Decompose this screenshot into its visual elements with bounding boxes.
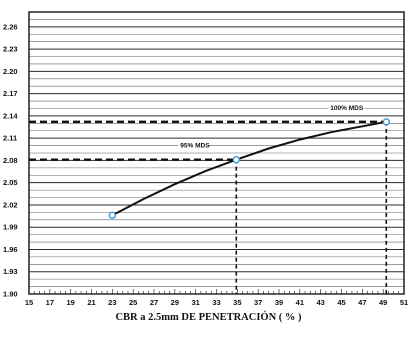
x-tick-label: 43 xyxy=(316,298,324,307)
y-tick-label: 1.93 xyxy=(3,267,18,276)
y-tick-label: 2.02 xyxy=(3,200,18,209)
x-tick-label: 23 xyxy=(108,298,116,307)
y-tick-label: 2.20 xyxy=(3,67,18,76)
y-tick-label: 2.17 xyxy=(3,89,18,98)
y-tick-label: 1.90 xyxy=(3,290,18,299)
annotation-95-mds: 95% MDS xyxy=(180,143,210,150)
y-tick-label: 1.99 xyxy=(3,223,18,232)
annotation-100-mds: 100% MDS xyxy=(330,105,364,112)
data-point-marker xyxy=(382,118,390,126)
y-tick-label: 2.05 xyxy=(3,178,18,187)
y-tick-label: 2.08 xyxy=(3,156,18,165)
y-tick-label: 2.23 xyxy=(3,45,18,54)
x-tick-label: 21 xyxy=(87,298,95,307)
cbr-curve xyxy=(111,120,387,217)
y-tick-label: 2.26 xyxy=(3,22,18,31)
x-tick-label: 19 xyxy=(66,298,74,307)
x-tick-label: 17 xyxy=(46,298,54,307)
x-tick-label: 51 xyxy=(400,298,408,307)
x-axis-label: CBR a 2.5mm DE PENETRACIÓN ( % ) xyxy=(115,312,302,323)
x-tick-label: 15 xyxy=(25,298,33,307)
x-tick-label: 47 xyxy=(358,298,366,307)
data-point-marker xyxy=(232,155,240,164)
x-tick-label: 33 xyxy=(212,298,220,307)
x-tick-label: 39 xyxy=(275,298,283,307)
annotation-background xyxy=(178,141,209,150)
x-tick-label: 27 xyxy=(150,298,158,307)
x-tick-label: 25 xyxy=(129,298,137,307)
x-tick-label: 45 xyxy=(337,298,345,307)
y-tick-label: 2.14 xyxy=(3,111,18,120)
x-tick-label: 49 xyxy=(379,298,387,307)
x-tick-label: 29 xyxy=(171,298,179,307)
x-tick-label: 31 xyxy=(191,298,199,307)
annotation-background xyxy=(328,103,365,112)
y-tick-label: 1.96 xyxy=(3,245,18,254)
data-point-marker xyxy=(108,211,117,220)
x-tick-label: 41 xyxy=(296,298,304,307)
x-tick-label: 37 xyxy=(254,298,262,307)
x-tick-label: 35 xyxy=(233,298,241,307)
y-tick-label: 2.11 xyxy=(3,134,17,143)
